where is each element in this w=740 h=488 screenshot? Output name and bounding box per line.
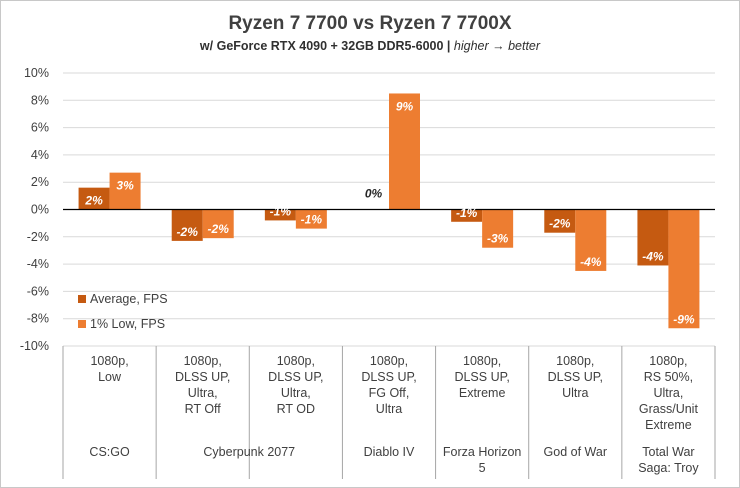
- data-label-average: -4%: [642, 249, 664, 263]
- setting-label: 1080p, Low: [90, 354, 128, 384]
- bar-1pct-low-fps: [575, 209, 607, 271]
- data-label-1pct-low: 3%: [116, 179, 134, 193]
- data-label-average: -2%: [177, 225, 199, 239]
- setting-label: 1080p, DLSS UP, Ultra: [548, 354, 603, 400]
- bar-average-fps: [78, 187, 110, 210]
- subtitle-note: higher → better: [454, 39, 541, 53]
- chart-subtitle: w/ GeForce RTX 4090 + 32GB DDR5-6000 | h…: [199, 39, 541, 53]
- data-label-average: -1%: [456, 206, 478, 220]
- bar-average-fps: [264, 209, 296, 221]
- y-tick-label: 4%: [31, 148, 49, 162]
- chart-title: Ryzen 7 7700 vs Ryzen 7 7700X: [228, 13, 511, 34]
- y-tick-label: -6%: [27, 284, 49, 298]
- legend-swatch: [78, 320, 86, 328]
- setting-label: 1080p, DLSS UP, Ultra, RT OD: [268, 354, 323, 416]
- game-label: Forza Horizon 5: [443, 445, 522, 475]
- data-label-average: 2%: [84, 194, 103, 208]
- bar-average-fps: [637, 209, 669, 266]
- y-tick-label: -4%: [27, 257, 49, 271]
- data-label-1pct-low: -9%: [673, 312, 695, 326]
- data-labels: 2% -2% -1% 0% -1% -2% -4% 3% -2% -1% 9% -3% -4% -9%: [84, 99, 695, 326]
- y-tick-label: -8%: [27, 312, 49, 326]
- bar-average-fps: [171, 209, 203, 241]
- bar-1pct-low-fps: [389, 93, 420, 210]
- y-tick-label: -2%: [27, 230, 49, 244]
- setting-label: 1080p, DLSS UP, FG Off, Ultra: [361, 354, 416, 416]
- game-label: Cyberpunk 2077: [203, 445, 295, 459]
- x-axis: 1080p, Low 1080p, DLSS UP, Ultra, RT Off 1080p…: [62, 346, 716, 479]
- data-label-1pct-low: 9%: [396, 99, 414, 113]
- legend-label: 1% Low, FPS: [90, 317, 165, 331]
- data-label-average: 0%: [365, 187, 383, 201]
- data-label-1pct-low: -4%: [580, 255, 602, 269]
- setting-label: 1080p, RS 50%, Ultra, Grass/Unit Extreme: [639, 354, 699, 432]
- bars: [78, 93, 700, 329]
- setting-label: 1080p, DLSS UP, Ultra, RT Off: [175, 354, 230, 416]
- bar-1pct-low-fps: [109, 172, 141, 210]
- bar-1pct-low-fps: [202, 209, 234, 239]
- bar-1pct-low-fps: [668, 209, 700, 329]
- data-label-average: -1%: [270, 204, 292, 218]
- subtitle-setup: w/ GeForce RTX 4090 + 32GB DDR5-6000 |: [199, 39, 454, 53]
- data-label-1pct-low: -2%: [208, 222, 230, 236]
- legend: Average, FPS 1% Low, FPS: [78, 292, 168, 331]
- y-tick-label: 6%: [31, 121, 49, 135]
- bar-1pct-low-fps: [295, 209, 327, 229]
- data-label-1pct-low: -3%: [487, 232, 509, 246]
- y-tick-label: 8%: [31, 93, 49, 107]
- y-axis: 10% 8% 6% 4% 2% 0% -2% -4% -6% -8% -10%: [20, 66, 49, 353]
- game-label: CS:GO: [89, 445, 130, 459]
- game-label: God of War: [544, 445, 607, 459]
- game-label: Total War Saga: Troy: [638, 445, 699, 475]
- setting-label: 1080p, DLSS UP, Extreme: [454, 354, 509, 400]
- bar-average-fps: [544, 209, 576, 233]
- y-tick-label: 0%: [31, 203, 49, 217]
- y-tick-label: -10%: [20, 339, 49, 353]
- bar-1pct-low-fps: [482, 209, 514, 248]
- y-tick-label: 2%: [31, 175, 49, 189]
- bar-average-fps: [451, 209, 483, 222]
- legend-swatch: [78, 295, 86, 303]
- y-tick-label: 10%: [24, 66, 49, 80]
- data-label-1pct-low: -1%: [301, 213, 323, 227]
- legend-label: Average, FPS: [90, 292, 168, 306]
- data-label-average: -2%: [549, 217, 571, 231]
- game-label: Diablo IV: [364, 445, 415, 459]
